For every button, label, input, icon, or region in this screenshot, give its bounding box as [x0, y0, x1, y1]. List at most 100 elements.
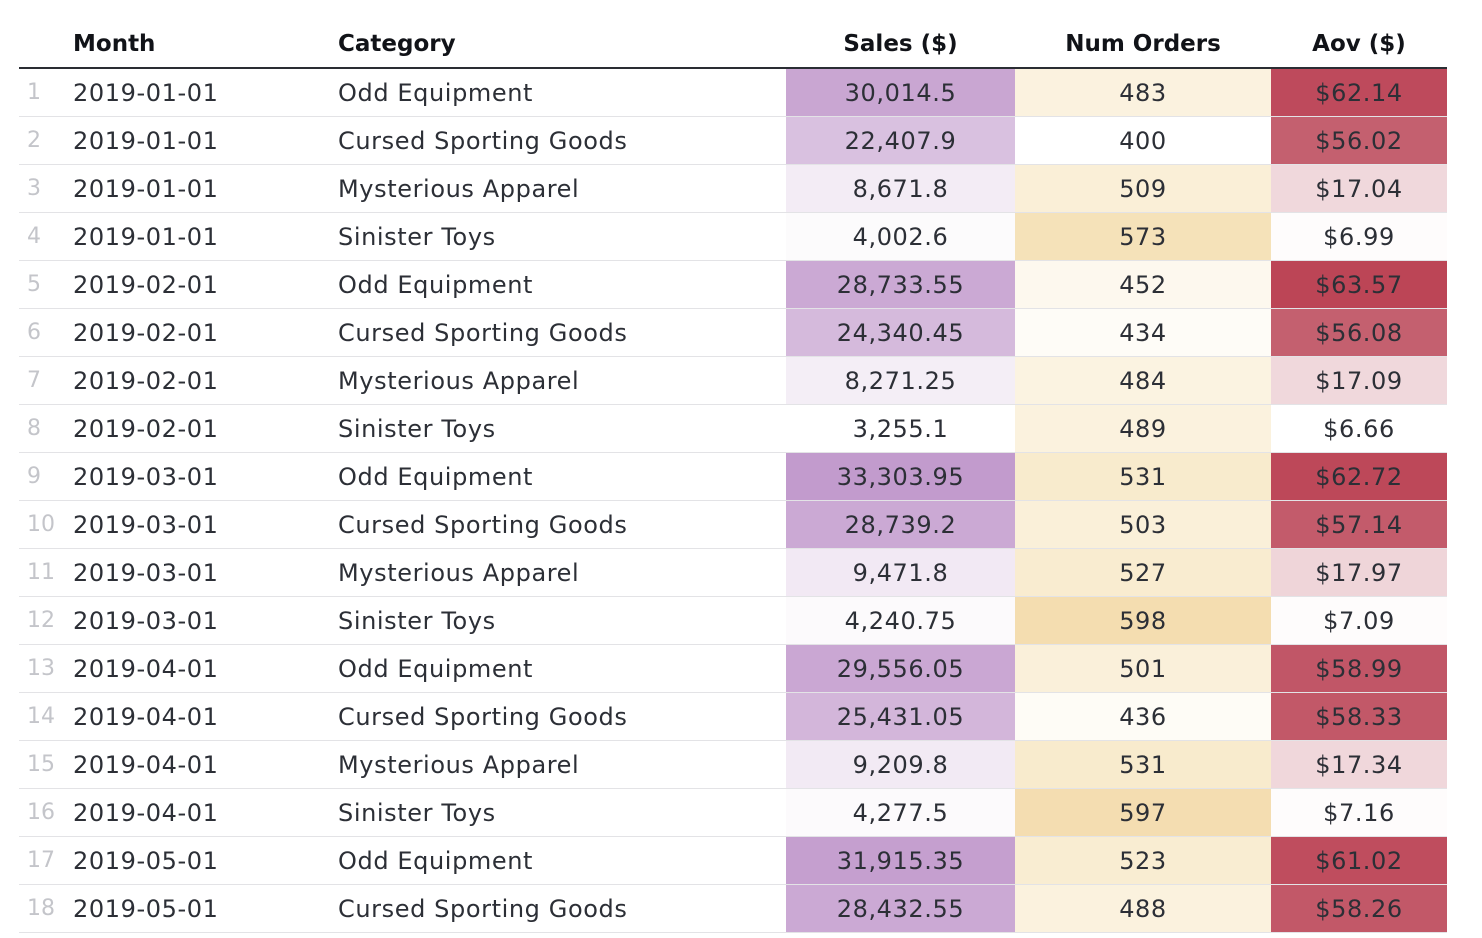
- table-row[interactable]: 4 2019-01-01 Sinister Toys 4,002.6 573 $6.99: [19, 212, 1447, 261]
- header-sales[interactable]: Sales ($): [786, 20, 1015, 69]
- header-month[interactable]: Month: [73, 20, 338, 69]
- table-row[interactable]: 7 2019-02-01 Mysterious Apparel 8,271.25 484…: [19, 356, 1447, 405]
- aov-cell: $58.33: [1271, 692, 1447, 741]
- num-orders-cell: 489: [1015, 404, 1271, 453]
- table-row[interactable]: 9 2019-03-01 Odd Equipment 33,303.95 531 $62.…: [19, 452, 1447, 501]
- aov-cell: $57.14: [1271, 500, 1447, 549]
- month-cell: 2019-04-01: [73, 644, 338, 693]
- month-cell: 2019-02-01: [73, 356, 338, 405]
- month-cell: 2019-02-01: [73, 260, 338, 309]
- table-row[interactable]: 12 2019-03-01 Sinister Toys 4,240.75 598 $7.0…: [19, 596, 1447, 645]
- sales-cell: 4,002.6: [786, 212, 1015, 261]
- month-cell: 2019-04-01: [73, 788, 338, 837]
- num-orders-cell: 573: [1015, 212, 1271, 261]
- sales-cell: 28,733.55: [786, 260, 1015, 309]
- row-index-cell: 16: [19, 788, 73, 837]
- category-cell: Odd Equipment: [338, 260, 786, 309]
- table-row[interactable]: 5 2019-02-01 Odd Equipment 28,733.55 452 $63.…: [19, 260, 1447, 309]
- aov-cell: $6.66: [1271, 404, 1447, 453]
- row-index-cell: 6: [19, 308, 73, 357]
- row-index-cell: 5: [19, 260, 73, 309]
- month-cell: 2019-03-01: [73, 500, 338, 549]
- category-cell: Cursed Sporting Goods: [338, 500, 786, 549]
- category-cell: Mysterious Apparel: [338, 164, 786, 213]
- num-orders-cell: 483: [1015, 68, 1271, 117]
- header-index[interactable]: [19, 20, 73, 69]
- row-index-cell: 10: [19, 500, 73, 549]
- category-cell: Odd Equipment: [338, 452, 786, 501]
- category-cell: Mysterious Apparel: [338, 548, 786, 597]
- aov-cell: $58.26: [1271, 884, 1447, 933]
- row-index-cell: 7: [19, 356, 73, 405]
- num-orders-cell: 484: [1015, 356, 1271, 405]
- table-row[interactable]: 17 2019-05-01 Odd Equipment 31,915.35 523 $61…: [19, 836, 1447, 885]
- month-cell: 2019-03-01: [73, 548, 338, 597]
- row-index-cell: 15: [19, 740, 73, 789]
- row-index-cell: 17: [19, 836, 73, 885]
- data-table-container: Month Category Sales ($) Num Orders Aov …: [19, 20, 1447, 933]
- table-row[interactable]: 3 2019-01-01 Mysterious Apparel 8,671.8 509 $…: [19, 164, 1447, 213]
- num-orders-cell: 501: [1015, 644, 1271, 693]
- sales-cell: 8,671.8: [786, 164, 1015, 213]
- month-cell: 2019-01-01: [73, 164, 338, 213]
- header-aov[interactable]: Aov ($): [1271, 20, 1447, 69]
- num-orders-cell: 434: [1015, 308, 1271, 357]
- category-cell: Cursed Sporting Goods: [338, 116, 786, 165]
- table-row[interactable]: 6 2019-02-01 Cursed Sporting Goods 24,340.4…: [19, 308, 1447, 357]
- num-orders-cell: 531: [1015, 740, 1271, 789]
- sales-cell: 25,431.05: [786, 692, 1015, 741]
- aov-cell: $56.02: [1271, 116, 1447, 165]
- aov-cell: $7.16: [1271, 788, 1447, 837]
- table-body: 1 2019-01-01 Odd Equipment 30,014.5 483 $62.1…: [19, 68, 1447, 933]
- month-cell: 2019-03-01: [73, 596, 338, 645]
- row-index-cell: 14: [19, 692, 73, 741]
- month-cell: 2019-03-01: [73, 452, 338, 501]
- category-cell: Sinister Toys: [338, 596, 786, 645]
- month-cell: 2019-04-01: [73, 692, 338, 741]
- aov-cell: $17.04: [1271, 164, 1447, 213]
- category-cell: Mysterious Apparel: [338, 356, 786, 405]
- month-cell: 2019-04-01: [73, 740, 338, 789]
- month-cell: 2019-01-01: [73, 212, 338, 261]
- table-row[interactable]: 18 2019-05-01 Cursed Sporting Goods 28,432.…: [19, 884, 1447, 933]
- sales-cell: 8,271.25: [786, 356, 1015, 405]
- month-cell: 2019-01-01: [73, 68, 338, 117]
- month-cell: 2019-02-01: [73, 404, 338, 453]
- sales-cell: 29,556.05: [786, 644, 1015, 693]
- header-category[interactable]: Category: [338, 20, 786, 69]
- sales-cell: 30,014.5: [786, 68, 1015, 117]
- sales-cell: 33,303.95: [786, 452, 1015, 501]
- category-cell: Mysterious Apparel: [338, 740, 786, 789]
- table-row[interactable]: 13 2019-04-01 Odd Equipment 29,556.05 501 $58…: [19, 644, 1447, 693]
- sales-cell: 9,471.8: [786, 548, 1015, 597]
- header-num-orders[interactable]: Num Orders: [1015, 20, 1271, 69]
- row-index-cell: 13: [19, 644, 73, 693]
- sales-cell: 4,240.75: [786, 596, 1015, 645]
- data-table: Month Category Sales ($) Num Orders Aov …: [19, 20, 1447, 933]
- month-cell: 2019-05-01: [73, 836, 338, 885]
- month-cell: 2019-01-01: [73, 116, 338, 165]
- num-orders-cell: 436: [1015, 692, 1271, 741]
- aov-cell: $17.97: [1271, 548, 1447, 597]
- category-cell: Cursed Sporting Goods: [338, 308, 786, 357]
- row-index-cell: 9: [19, 452, 73, 501]
- table-row[interactable]: 2 2019-01-01 Cursed Sporting Goods 22,407.9…: [19, 116, 1447, 165]
- table-row[interactable]: 16 2019-04-01 Sinister Toys 4,277.5 597 $7.16: [19, 788, 1447, 837]
- table-row[interactable]: 15 2019-04-01 Mysterious Apparel 9,209.8 531…: [19, 740, 1447, 789]
- table-row[interactable]: 14 2019-04-01 Cursed Sporting Goods 25,431.…: [19, 692, 1447, 741]
- aov-cell: $6.99: [1271, 212, 1447, 261]
- num-orders-cell: 523: [1015, 836, 1271, 885]
- num-orders-cell: 531: [1015, 452, 1271, 501]
- table-row[interactable]: 10 2019-03-01 Cursed Sporting Goods 28,739.…: [19, 500, 1447, 549]
- table-row[interactable]: 1 2019-01-01 Odd Equipment 30,014.5 483 $62.1…: [19, 68, 1447, 117]
- aov-cell: $58.99: [1271, 644, 1447, 693]
- table-row[interactable]: 8 2019-02-01 Sinister Toys 3,255.1 489 $6.66: [19, 404, 1447, 453]
- num-orders-cell: 509: [1015, 164, 1271, 213]
- row-index-cell: 1: [19, 68, 73, 117]
- category-cell: Cursed Sporting Goods: [338, 884, 786, 933]
- table-row[interactable]: 11 2019-03-01 Mysterious Apparel 9,471.8 527…: [19, 548, 1447, 597]
- aov-cell: $61.02: [1271, 836, 1447, 885]
- sales-cell: 24,340.45: [786, 308, 1015, 357]
- row-index-cell: 2: [19, 116, 73, 165]
- aov-cell: $62.14: [1271, 68, 1447, 117]
